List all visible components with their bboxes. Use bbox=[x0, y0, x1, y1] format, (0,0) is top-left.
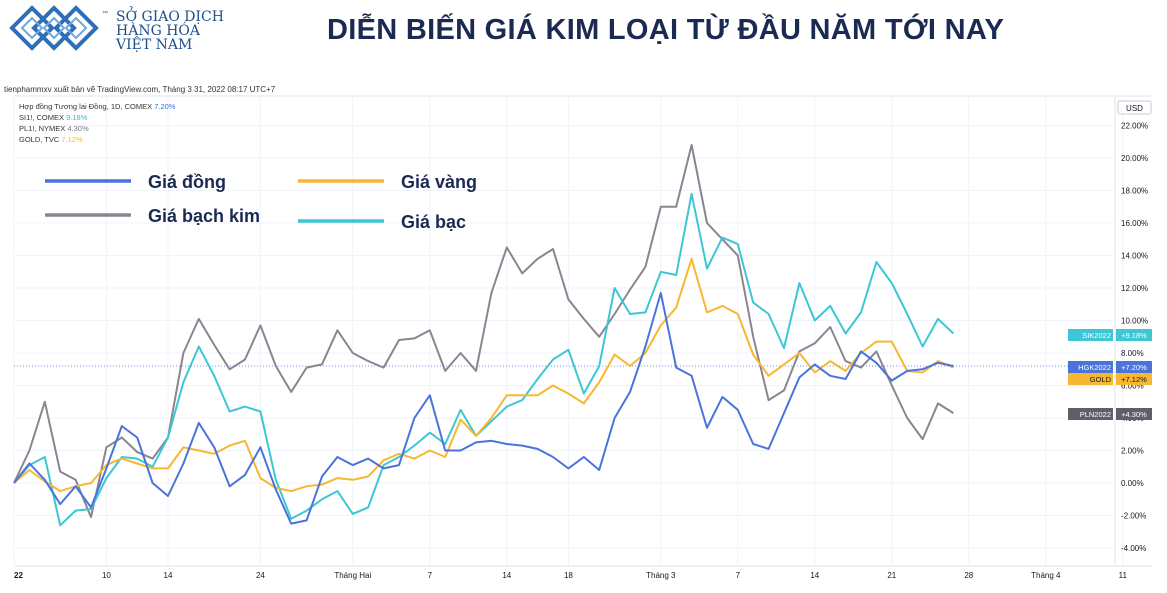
x-tick-label: 22 bbox=[14, 571, 23, 580]
series-line bbox=[13, 291, 954, 525]
symbol-value: 9.18% bbox=[66, 113, 88, 122]
currency-button[interactable]: USD bbox=[1117, 100, 1152, 115]
x-tick-label: 7 bbox=[736, 571, 741, 580]
x-tick-label: 14 bbox=[164, 571, 173, 580]
y-tick-label: 2.00% bbox=[1121, 447, 1144, 456]
x-tick-label: 14 bbox=[810, 571, 819, 580]
symbol-info-line: SI1!, COMEX 9.18% bbox=[19, 113, 88, 122]
x-tick-label: 18 bbox=[564, 571, 573, 580]
series-tag-value-chip bbox=[1116, 373, 1152, 385]
series-lines bbox=[13, 144, 955, 527]
y-tick-label: 14.00% bbox=[1121, 252, 1148, 261]
x-tick-label: 21 bbox=[887, 571, 896, 580]
series-tag-name: GOLD bbox=[1090, 375, 1112, 384]
symbol-info-panel: Hợp đồng Tương lai Đồng, 1D, COMEX 7.20%… bbox=[19, 102, 176, 144]
symbol-info-line: GOLD, TVC 7.12% bbox=[19, 135, 83, 144]
symbol-name: GOLD, TVC bbox=[19, 135, 61, 144]
chart-legend: Giá đồng Giá vàng Giá bạch kim Giá bạc bbox=[45, 172, 477, 232]
symbol-value: 7.12% bbox=[61, 135, 83, 144]
x-tick-label: 11 bbox=[1119, 571, 1128, 580]
y-tick-label: 6.00% bbox=[1121, 382, 1144, 391]
series-tag-value: +9.18% bbox=[1121, 331, 1147, 340]
legend-label: Giá vàng bbox=[401, 172, 477, 192]
series-tag-name: PLN2022 bbox=[1080, 410, 1111, 419]
logo-line-3: VIỆT NAM bbox=[116, 37, 193, 53]
logo-text: SỞ GIAO DỊCH HÀNG HÓA VIỆT NAM bbox=[116, 10, 224, 52]
series-tag-value: +7.20% bbox=[1121, 363, 1147, 372]
symbol-name: Hợp đồng Tương lai Đồng, 1D, COMEX bbox=[19, 102, 154, 111]
series-tag-value: +4.30% bbox=[1121, 410, 1147, 419]
trademark-mark: ™ bbox=[102, 11, 108, 17]
y-tick-label: 18.00% bbox=[1121, 187, 1148, 196]
x-tick-label: 24 bbox=[256, 571, 265, 580]
x-tick-label: 7 bbox=[428, 571, 433, 580]
y-tick-label: 16.00% bbox=[1121, 219, 1148, 228]
symbol-value: 4.30% bbox=[67, 124, 89, 133]
currency-label: USD bbox=[1126, 104, 1143, 113]
series-tag-value-chip bbox=[1116, 361, 1152, 373]
series-tag-chip bbox=[1068, 329, 1113, 341]
series-tag-chip bbox=[1068, 361, 1113, 373]
series-tag-chip bbox=[1068, 373, 1113, 385]
y-tick-label: -2.00% bbox=[1121, 512, 1146, 521]
attribution-text: tienphammxv xuất bản vẽ TradingView.com,… bbox=[4, 85, 276, 94]
y-tick-label: 12.00% bbox=[1121, 284, 1148, 293]
logo-line-2: HÀNG HÓA bbox=[116, 23, 200, 39]
series-line bbox=[13, 144, 954, 519]
x-tick-label: 28 bbox=[964, 571, 973, 580]
y-tick-label: 10.00% bbox=[1121, 317, 1148, 326]
x-tick-label: 14 bbox=[502, 571, 511, 580]
series-tag-value-chip bbox=[1116, 408, 1152, 420]
y-tick-label: -4.00% bbox=[1121, 544, 1146, 553]
series-tag-name: SIK2022 bbox=[1082, 331, 1111, 340]
y-tick-label: 0.00% bbox=[1121, 479, 1144, 488]
logo-mark-icon bbox=[9, 5, 99, 51]
x-tick-label: 10 bbox=[102, 571, 111, 580]
legend-label: Giá bạch kim bbox=[148, 206, 260, 226]
legend-label: Giá đồng bbox=[148, 172, 226, 192]
series-line bbox=[13, 192, 955, 527]
y-tick-label: 20.00% bbox=[1121, 154, 1148, 163]
symbol-info-line: PL1!, NYMEX 4.30% bbox=[19, 124, 89, 133]
y-tick-label: 22.00% bbox=[1121, 122, 1148, 131]
series-tag-value-chip bbox=[1116, 329, 1152, 341]
y-tick-label: 8.00% bbox=[1121, 349, 1144, 358]
series-tag-name: HGK2022 bbox=[1078, 363, 1111, 372]
page-title: DIỄN BIẾN GIÁ KIM LOẠI TỪ ĐẦU NĂM TỚI NA… bbox=[327, 14, 1005, 46]
symbol-name: PL1!, NYMEX bbox=[19, 124, 67, 133]
symbol-name: SI1!, COMEX bbox=[19, 113, 66, 122]
logo-line-1: SỞ GIAO DỊCH bbox=[116, 9, 224, 25]
series-tag-chip bbox=[1068, 408, 1113, 420]
series-line bbox=[13, 257, 954, 493]
x-tick-label: Tháng 4 bbox=[1031, 571, 1061, 580]
series-tag-value: +7.12% bbox=[1121, 375, 1147, 384]
x-tick-label: Tháng Hai bbox=[334, 571, 371, 580]
x-axis: 22 10 14 24 Tháng Hai 7 14 18 Tháng 3 7 14 21 28 Thán… bbox=[14, 571, 1127, 580]
last-value-tags: SIK2022 +9.18% HGK2022 +7.20% GOLD +7.12% PLN2… bbox=[1068, 329, 1152, 420]
symbol-info-line: Hợp đồng Tương lai Đồng, 1D, COMEX 7.20% bbox=[19, 102, 176, 111]
currency-button-box bbox=[1117, 100, 1152, 115]
legend-label: Giá bạc bbox=[401, 212, 466, 232]
sgd-logo: ™ SỞ GIAO DỊCH HÀNG HÓA VIỆT NAM bbox=[8, 4, 224, 52]
symbol-value: 7.20% bbox=[154, 102, 176, 111]
grid-lines bbox=[13, 96, 1124, 566]
x-tick-label: Tháng 3 bbox=[646, 571, 676, 580]
